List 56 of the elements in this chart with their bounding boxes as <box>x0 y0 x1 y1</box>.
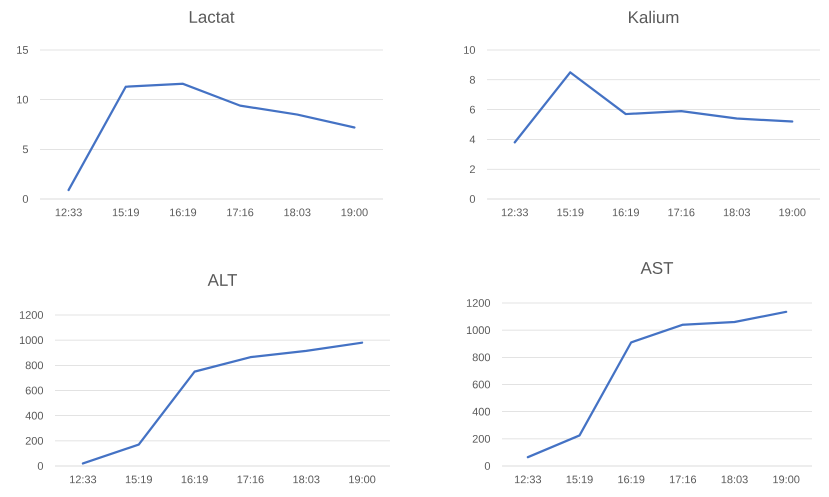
x-tick-label: 12:33 <box>502 208 528 216</box>
y-tick-label: 0 <box>38 462 44 470</box>
y-tick-label: 600 <box>472 380 490 388</box>
y-tick-label: 200 <box>472 434 490 443</box>
y-tick-label: 400 <box>25 412 44 420</box>
x-tick-label: 15:19 <box>126 476 152 484</box>
y-tick-label: 1200 <box>466 299 490 307</box>
y-tick-label: 6 <box>470 106 475 114</box>
y-tick-label: 10 <box>464 46 476 54</box>
y-tick-label: 800 <box>472 353 490 362</box>
x-tick-label: 16:19 <box>170 208 196 216</box>
line-series <box>514 71 794 144</box>
x-tick-label: 15:19 <box>557 208 584 216</box>
x-tick-label: 18:03 <box>284 208 310 216</box>
x-tick-label: 18:03 <box>722 476 748 484</box>
x-tick-label: 12:33 <box>56 208 82 216</box>
x-tick-label: 12:33 <box>514 476 542 484</box>
line-series <box>67 82 356 192</box>
y-tick-label: 600 <box>26 386 44 394</box>
x-tick-label: 17:16 <box>668 208 694 216</box>
x-tick-label: 19:00 <box>342 208 368 216</box>
x-tick-label: 17:16 <box>670 476 696 484</box>
y-tick-label: 4 <box>470 136 476 144</box>
chart-title: Lactat <box>190 11 234 23</box>
chart-title: ALT <box>208 274 238 286</box>
x-tick-label: 16:19 <box>612 208 639 216</box>
y-tick-label: 2 <box>470 165 475 174</box>
x-tick-label: 18:03 <box>724 208 750 216</box>
x-tick-label: 16:19 <box>182 476 208 484</box>
y-tick-label: 1200 <box>20 311 44 319</box>
y-tick-label: 8 <box>470 76 475 84</box>
chart-title: AST <box>640 262 674 274</box>
y-tick-label: 0 <box>484 462 490 470</box>
y-tick-label: 0 <box>22 195 28 203</box>
x-tick-label: 16:19 <box>618 476 644 484</box>
y-tick-label: 15 <box>17 46 28 54</box>
y-tick-label: 800 <box>26 361 44 370</box>
chart-title: Kalium <box>629 10 678 24</box>
x-tick-label: 15:19 <box>566 476 593 484</box>
y-tick-label: 0 <box>470 195 476 203</box>
y-tick-label: 200 <box>26 436 44 445</box>
x-tick-label: 12:33 <box>70 476 96 484</box>
y-tick-label: 10 <box>17 96 28 104</box>
x-tick-label: 15:19 <box>112 208 139 216</box>
line-series <box>526 310 788 458</box>
x-tick-label: 17:16 <box>227 208 254 216</box>
x-tick-label: 17:16 <box>238 476 264 484</box>
x-tick-label: 19:00 <box>349 476 376 484</box>
x-tick-label: 19:00 <box>779 208 806 216</box>
x-tick-label: 19:00 <box>773 476 800 484</box>
y-tick-label: 5 <box>22 146 28 154</box>
y-tick-label: 1000 <box>466 326 490 334</box>
line-series <box>82 342 364 465</box>
y-tick-label: 400 <box>472 408 490 416</box>
y-tick-label: 1000 <box>20 336 44 344</box>
x-tick-label: 18:03 <box>293 476 320 484</box>
